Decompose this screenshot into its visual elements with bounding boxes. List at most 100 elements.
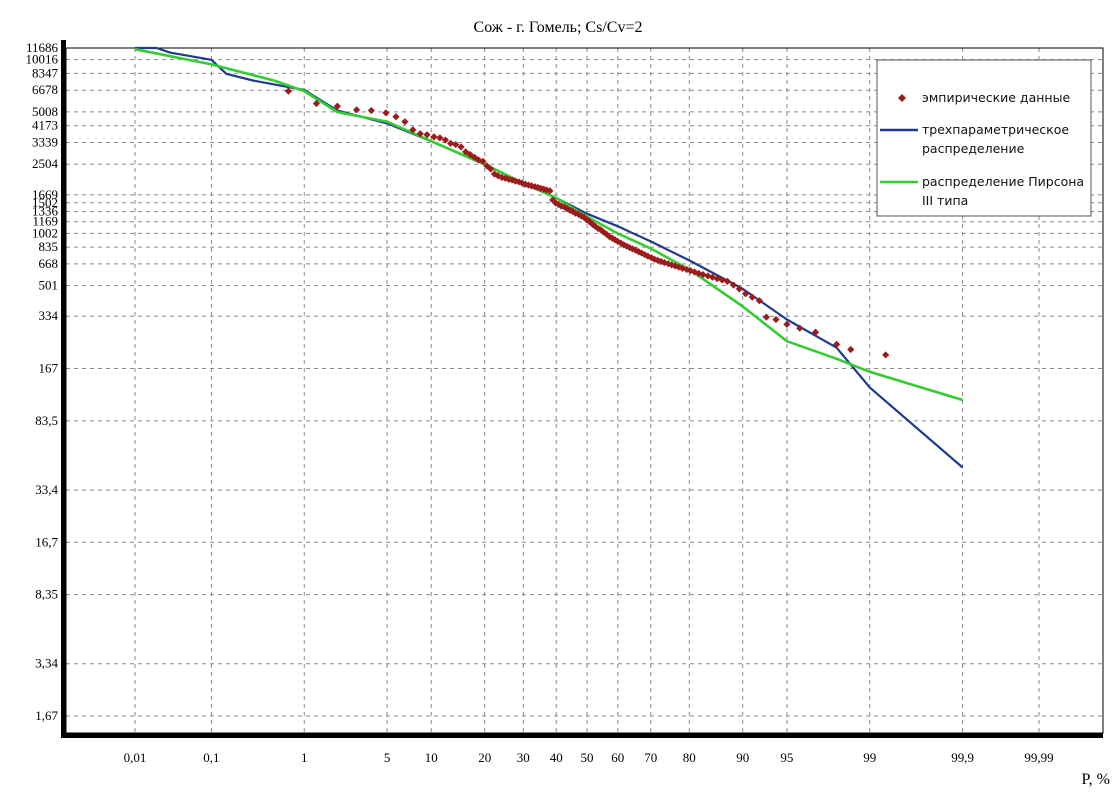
x-tick-label: 90 [736,750,749,765]
y-tick-label: 8347 [32,65,59,80]
series [134,46,964,469]
y-tick-label: 10016 [26,52,59,67]
x-tick-label: 99 [863,750,876,765]
x-tick-label: 70 [644,750,657,765]
y-tick-label: 1002 [32,225,58,240]
y-tick-label: 2504 [32,156,59,171]
data-point [678,264,687,272]
data-point [762,313,770,321]
y-tick-label: 501 [39,278,59,293]
data-point [611,236,619,244]
data-point [654,256,662,265]
data-point [783,320,791,328]
data-point [462,148,470,156]
data-point [741,290,750,298]
x-tick-label: 40 [550,750,563,765]
x-tick-label: 50 [581,750,594,765]
y-tick-label: 83,5 [35,413,58,428]
y-tick-label: 1,67 [35,708,58,723]
legend-box [876,59,1092,217]
x-axis-line [61,733,1103,738]
x-tick-label: 60 [611,750,624,765]
data-point [367,106,375,115]
data-point [597,226,605,234]
data-point [588,220,597,228]
legend-marker [898,94,906,102]
data-point [683,265,691,274]
data-point [560,203,568,211]
data-point [312,99,321,108]
data-point [498,173,506,182]
data-point [847,345,855,354]
y-tick-label: 4173 [32,118,58,133]
legend-label: распределение Пирсона [922,174,1084,189]
data-point [490,170,498,178]
data-point [551,199,560,207]
data-point [401,118,409,126]
data-point [474,156,483,164]
data-point [660,258,669,267]
data-point [416,130,424,138]
y-tick-label: 1336 [32,204,59,219]
data-point [620,241,628,249]
data-point [392,113,400,121]
data-point [748,293,756,301]
legend-label: распределение [922,141,1025,156]
series-line-2 [134,47,963,402]
data-point [557,202,565,210]
y-tick-label: 5008 [32,104,58,119]
data-point [436,134,444,142]
data-point [668,261,676,269]
data-point [638,249,646,257]
x-tick-label: 1 [301,750,308,765]
data-point [833,340,841,348]
data-point [543,186,551,194]
x-tick-label: 20 [478,750,491,765]
y-tick-label: 1669 [32,187,58,202]
y-tick-label: 11686 [26,40,59,55]
data-point [690,268,699,276]
data-point [723,277,732,285]
data-point [505,175,513,183]
plot-frame [61,40,1104,738]
data-point [549,196,557,204]
data-point [457,143,465,151]
data-point [382,109,390,117]
x-tick-label: 99,99 [1024,750,1053,765]
data-point [657,257,665,266]
data-point [695,269,703,277]
y-tick-label: 3339 [32,135,58,150]
data-point [608,234,616,242]
x-tick-label: 0,1 [203,750,219,765]
data-point [518,179,526,187]
data-point [447,139,455,148]
y-tick-label: 6678 [32,82,58,97]
y-tick-label: 1169 [32,214,58,229]
y-tick-label: 16,7 [35,534,58,549]
legend-label: эмпирические данные [922,90,1070,105]
data-point [882,351,890,359]
x-tick-label: 30 [517,750,530,765]
x-tick-label: 80 [683,750,696,765]
data-point [641,251,649,259]
data-point [479,157,487,165]
legend: эмпирические данные трехпараметрическое ра… [876,59,1092,217]
data-point [628,245,637,253]
legend-label: III типа [922,193,968,208]
data-point [699,270,707,279]
data-point [796,324,804,332]
data-point [409,126,417,134]
data-point [704,272,712,280]
data-point [521,180,529,188]
data-point [511,177,520,185]
data-point [430,133,438,141]
data-point [671,262,679,270]
x-tick-labels: 0,01 0,1 1 5 10 20 30 40 50 60 70 80 90 95 99 99,9 99,99 [124,750,1054,765]
y-tick-label: 8,35 [35,587,58,602]
y-tick-label: 33,4 [35,482,58,497]
data-point [441,136,450,144]
data-point [735,285,743,293]
y-tick-label: 835 [39,239,59,254]
data-point [718,276,726,284]
